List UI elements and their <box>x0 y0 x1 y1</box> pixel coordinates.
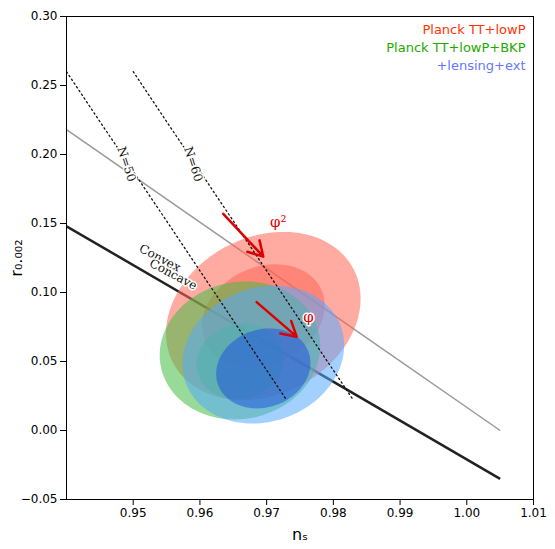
svg-text:1.01: 1.01 <box>520 506 547 520</box>
svg-text:N=60: N=60 <box>181 145 205 183</box>
svg-text:0.10: 0.10 <box>31 285 58 299</box>
svg-text:0.97: 0.97 <box>253 506 280 520</box>
svg-text:0.00: 0.00 <box>31 423 58 437</box>
svg-text:0.30: 0.30 <box>31 9 58 23</box>
svg-text:Concave: Concave <box>147 256 199 293</box>
svg-text:−0.05: −0.05 <box>21 492 58 506</box>
svg-text:φ²: φ² <box>270 213 287 231</box>
svg-text:0.98: 0.98 <box>320 506 347 520</box>
svg-text:N=50: N=50 <box>115 145 139 183</box>
svg-text:0.25: 0.25 <box>31 78 58 92</box>
svg-text:Convex: Convex <box>136 241 183 275</box>
svg-text:r₀.₀₀₂: r₀.₀₀₂ <box>7 239 26 276</box>
svg-text:0.05: 0.05 <box>31 354 58 368</box>
svg-text:0.96: 0.96 <box>187 506 214 520</box>
svg-text:Planck TT+lowP+BKP: Planck TT+lowP+BKP <box>386 40 525 55</box>
svg-text:φ: φ <box>303 308 314 326</box>
svg-text:nₛ: nₛ <box>292 525 308 544</box>
svg-text:Planck TT+lowP: Planck TT+lowP <box>422 22 525 37</box>
svg-text:0.15: 0.15 <box>31 216 58 230</box>
svg-text:0.20: 0.20 <box>31 147 58 161</box>
svg-text:0.95: 0.95 <box>120 506 147 520</box>
svg-text:0.99: 0.99 <box>387 506 414 520</box>
svg-text:1.00: 1.00 <box>453 506 480 520</box>
svg-text:+lensing+ext: +lensing+ext <box>436 58 525 73</box>
